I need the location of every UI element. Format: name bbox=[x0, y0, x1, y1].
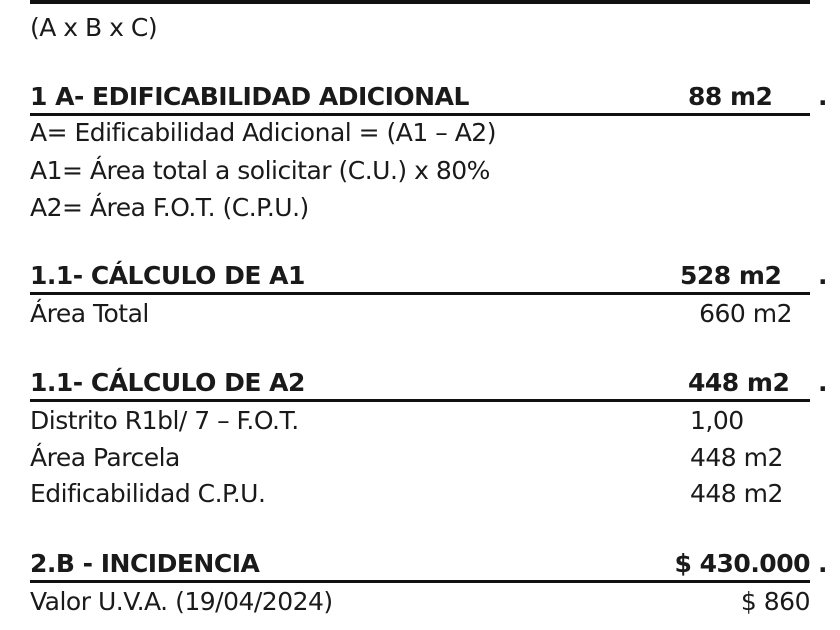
section-value: $ 430.000 bbox=[674, 549, 811, 578]
section-title: 1.1- CÁLCULO DE A2 bbox=[30, 368, 305, 397]
formula-row: (A x B x C) bbox=[30, 10, 810, 46]
line-value: 660 m2 bbox=[699, 299, 792, 328]
line-value: $ 860 bbox=[740, 587, 811, 616]
line-label: Área Parcela bbox=[30, 443, 180, 472]
line-label: A2= Área F.O.T. (C.P.U.) bbox=[30, 193, 309, 222]
line-item: Área Parcela 448 m2 bbox=[30, 440, 810, 476]
line-label: Edificabilidad C.P.U. bbox=[30, 479, 266, 508]
line-item: A1= Área total a solicitar (C.U.) x 80% bbox=[30, 153, 810, 189]
section-value: 528 m2 bbox=[680, 261, 782, 290]
dot: . bbox=[818, 82, 828, 111]
dot: . bbox=[818, 549, 828, 578]
top-rule bbox=[30, 0, 810, 4]
line-item: A2= Área F.O.T. (C.P.U.) bbox=[30, 190, 810, 226]
line-label: Área Total bbox=[30, 299, 149, 328]
line-label: A1= Área total a solicitar (C.U.) x 80% bbox=[30, 156, 490, 185]
line-value: 448 m2 bbox=[690, 443, 783, 472]
section-heading: 1 A- EDIFICABILIDAD ADICIONAL 88 m2 bbox=[30, 80, 810, 116]
line-item: A= Edificabilidad Adicional = (A1 – A2) bbox=[30, 115, 810, 151]
section-heading: 1.1- CÁLCULO DE A2 448 m2 bbox=[30, 366, 810, 402]
section-value: 448 m2 bbox=[688, 368, 790, 397]
line-label: Valor U.V.A. (19/04/2024) bbox=[30, 587, 333, 616]
line-label: A= Edificabilidad Adicional = (A1 – A2) bbox=[30, 118, 496, 147]
line-item: Edificabilidad C.P.U. 448 m2 bbox=[30, 476, 810, 512]
section-title: 1.1- CÁLCULO DE A1 bbox=[30, 261, 305, 290]
section-heading: 1.1- CÁLCULO DE A1 528 m2 bbox=[30, 259, 810, 295]
line-value: 1,00 bbox=[690, 406, 744, 435]
line-item: Área Total 660 m2 bbox=[30, 296, 810, 332]
line-label: Distrito R1bl/ 7 – F.O.T. bbox=[30, 406, 299, 435]
section-title: 2.B - INCIDENCIA bbox=[30, 549, 260, 578]
formula: (A x B x C) bbox=[30, 13, 158, 42]
line-value: 448 m2 bbox=[690, 479, 783, 508]
section-value: 88 m2 bbox=[688, 82, 773, 111]
dot: . bbox=[818, 261, 828, 290]
section-title: 1 A- EDIFICABILIDAD ADICIONAL bbox=[30, 82, 469, 111]
section-heading: 2.B - INCIDENCIA $ 430.000 bbox=[30, 547, 811, 583]
line-item: Distrito R1bl/ 7 – F.O.T. 1,00 bbox=[30, 403, 810, 439]
line-item: Valor U.V.A. (19/04/2024) $ 860 bbox=[30, 584, 811, 620]
dot: . bbox=[818, 368, 828, 397]
